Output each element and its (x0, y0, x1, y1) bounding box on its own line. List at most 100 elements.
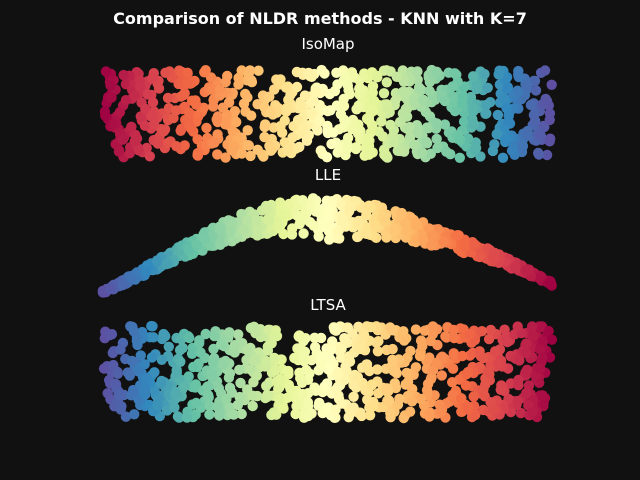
isomap-point (231, 116, 242, 128)
ltsa-point (170, 389, 181, 400)
ltsa-point (316, 358, 327, 370)
isomap-point (502, 82, 514, 93)
lle-point (545, 278, 556, 289)
isomap-point (497, 152, 509, 163)
isomap-point (120, 95, 132, 106)
isomap-point (264, 91, 275, 102)
ltsa-point (206, 371, 218, 382)
isomap-point (118, 69, 129, 81)
ltsa-point (460, 380, 472, 391)
lle-point (381, 232, 392, 243)
ltsa-point (179, 380, 191, 392)
isomap-point (417, 147, 428, 158)
isomap-point (253, 65, 264, 76)
isomap-point (480, 108, 491, 120)
ltsa-point (358, 327, 369, 339)
ltsa-point (534, 344, 546, 355)
ltsa-point (415, 393, 426, 405)
ltsa-point (348, 391, 359, 402)
ltsa-point (218, 359, 229, 370)
ltsa-point (215, 339, 227, 350)
ltsa-point (120, 411, 132, 422)
isomap-point (400, 107, 411, 118)
ltsa-point (480, 379, 491, 390)
isomap-point (530, 85, 542, 96)
isomap-point (494, 65, 505, 76)
ltsa-point (447, 377, 458, 388)
ltsa-point (289, 352, 300, 364)
isomap-point (535, 130, 546, 141)
ltsa-point (476, 326, 488, 337)
ltsa-point (191, 397, 202, 409)
ltsa-point (448, 332, 460, 344)
lle-point (241, 215, 253, 226)
isomap-point (385, 119, 396, 131)
ltsa-point (275, 373, 286, 384)
lle-point (161, 258, 172, 270)
ltsa-point (512, 395, 523, 407)
isomap-point (252, 144, 263, 155)
isomap-point (147, 97, 159, 108)
ltsa-point (213, 409, 225, 421)
isomap-point (126, 121, 137, 132)
isomap-point (246, 76, 258, 88)
isomap-point (533, 147, 544, 159)
ltsa-point (447, 389, 458, 401)
ltsa-point (278, 403, 289, 414)
isomap-point (233, 79, 244, 90)
isomap-scatter-panel (99, 64, 557, 163)
isomap-point (346, 123, 358, 135)
ltsa-point (298, 350, 309, 362)
lle-point (238, 224, 249, 236)
isomap-point (182, 67, 193, 79)
isomap-point (480, 99, 492, 111)
isomap-title: IsoMap (301, 35, 354, 53)
ltsa-point (534, 322, 546, 333)
ltsa-point (229, 339, 241, 351)
isomap-point (462, 133, 474, 144)
ltsa-point (544, 352, 556, 363)
ltsa-point (327, 336, 338, 347)
ltsa-point (389, 378, 400, 389)
ltsa-point (468, 391, 479, 402)
ltsa-point (115, 390, 126, 401)
isomap-point (479, 68, 490, 80)
isomap-point (340, 72, 352, 83)
ltsa-point (152, 400, 163, 411)
isomap-point (326, 138, 337, 150)
lle-point (308, 220, 319, 231)
ltsa-point (303, 410, 314, 422)
ltsa-point (323, 364, 334, 375)
ltsa-point (415, 335, 427, 346)
lle-point (426, 240, 437, 251)
ltsa-point (330, 404, 341, 415)
isomap-point (354, 82, 366, 94)
ltsa-point (521, 347, 532, 359)
isomap-point (192, 148, 203, 159)
lle-point (535, 271, 547, 282)
lle-point (344, 201, 355, 212)
ltsa-point (163, 341, 174, 352)
ltsa-point (115, 344, 126, 355)
isomap-point (162, 92, 174, 104)
ltsa-point (129, 409, 140, 420)
ltsa-point (236, 408, 247, 420)
isomap-point (456, 98, 468, 109)
ltsa-point (352, 371, 363, 383)
ltsa-point (339, 333, 350, 344)
isomap-point (412, 127, 424, 138)
ltsa-point (293, 331, 305, 342)
isomap-point (315, 145, 326, 156)
lle-point (275, 208, 286, 219)
ltsa-point (203, 390, 214, 401)
lle-point (117, 279, 129, 291)
ltsa-point (234, 364, 245, 375)
isomap-point (285, 89, 296, 101)
ltsa-point (248, 356, 260, 367)
ltsa-point (224, 327, 235, 338)
isomap-point (431, 66, 442, 78)
ltsa-point (139, 359, 150, 370)
lle-point (273, 220, 284, 231)
figure-title: Comparison of NLDR methods - KNN with K=… (113, 9, 527, 28)
isomap-point (259, 131, 270, 143)
